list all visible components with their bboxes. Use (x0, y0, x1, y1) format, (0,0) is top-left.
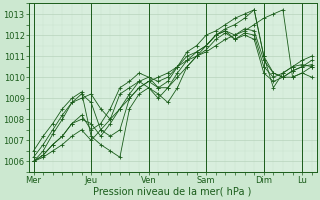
X-axis label: Pression niveau de la mer( hPa ): Pression niveau de la mer( hPa ) (93, 187, 252, 197)
